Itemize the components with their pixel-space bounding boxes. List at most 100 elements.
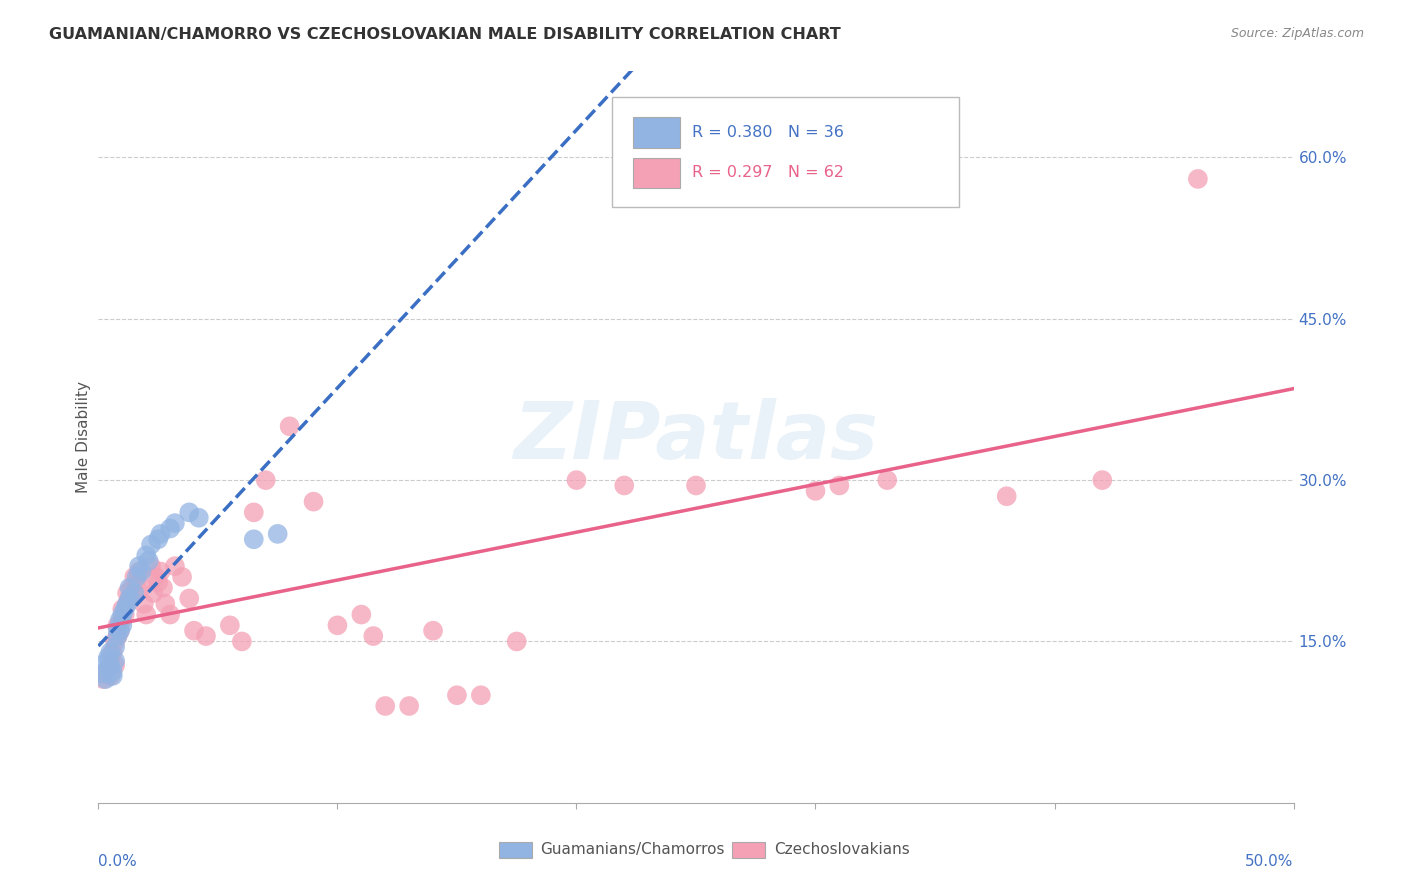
Point	[114, 602, 136, 616]
Text: R = 0.380   N = 36: R = 0.380 N = 36	[692, 125, 844, 139]
Point	[97, 661, 120, 675]
Y-axis label: Male Disability: Male Disability	[76, 381, 91, 493]
Point	[101, 645, 124, 659]
Point	[111, 613, 134, 627]
Point	[470, 688, 492, 702]
Point	[121, 581, 143, 595]
Text: Czechoslovakians: Czechoslovakians	[773, 842, 910, 857]
Point	[101, 669, 124, 683]
Point	[183, 624, 205, 638]
Point	[135, 607, 157, 622]
Bar	[733, 841, 765, 858]
Point	[506, 634, 529, 648]
Point	[111, 602, 134, 616]
Point	[159, 607, 181, 622]
Point	[155, 597, 177, 611]
Point	[1091, 473, 1114, 487]
Point	[98, 669, 122, 683]
Point	[108, 624, 131, 638]
Point	[91, 672, 114, 686]
Point	[159, 521, 181, 535]
Text: 50.0%: 50.0%	[1246, 854, 1294, 869]
Point	[565, 473, 588, 487]
Bar	[633, 118, 681, 148]
Point	[876, 473, 898, 487]
Point	[118, 581, 141, 595]
Point	[152, 581, 174, 595]
Text: 0.0%: 0.0%	[98, 854, 138, 869]
Point	[149, 565, 172, 579]
Point	[219, 618, 242, 632]
Point	[91, 666, 114, 681]
Point	[125, 575, 148, 590]
Point	[98, 658, 122, 673]
Point	[132, 597, 155, 611]
Bar	[633, 158, 681, 188]
Point	[107, 618, 129, 632]
Point	[108, 613, 131, 627]
Point	[108, 624, 131, 638]
Point	[131, 581, 153, 595]
Point	[124, 586, 146, 600]
Point	[128, 559, 150, 574]
Point	[995, 489, 1018, 503]
Text: ZIPatlas: ZIPatlas	[513, 398, 879, 476]
Point	[267, 527, 290, 541]
Point	[163, 559, 186, 574]
Point	[128, 565, 150, 579]
Point	[111, 607, 134, 622]
Point	[398, 698, 420, 713]
Point	[1187, 172, 1209, 186]
Point	[142, 586, 165, 600]
Point	[179, 591, 201, 606]
Point	[163, 516, 186, 530]
Point	[804, 483, 827, 498]
Point	[124, 586, 146, 600]
Point	[179, 505, 201, 519]
Point	[685, 478, 707, 492]
Point	[94, 656, 117, 670]
Point	[243, 533, 266, 547]
Point	[125, 570, 148, 584]
Point	[278, 419, 301, 434]
FancyBboxPatch shape	[613, 97, 959, 207]
Point	[104, 658, 127, 673]
Point	[107, 629, 129, 643]
Bar	[499, 841, 533, 858]
Point	[115, 597, 138, 611]
Point	[350, 607, 373, 622]
Point	[107, 629, 129, 643]
Point	[139, 559, 162, 574]
Point	[363, 629, 385, 643]
Point	[104, 640, 127, 654]
Point	[118, 591, 141, 606]
Point	[613, 478, 636, 492]
Point	[302, 494, 325, 508]
Point	[111, 618, 134, 632]
Point	[149, 527, 172, 541]
Point	[828, 478, 851, 492]
Point	[422, 624, 444, 638]
Point	[97, 650, 120, 665]
Point	[115, 597, 138, 611]
Point	[94, 672, 117, 686]
Point	[148, 533, 170, 547]
Text: GUAMANIAN/CHAMORRO VS CZECHOSLOVAKIAN MALE DISABILITY CORRELATION CHART: GUAMANIAN/CHAMORRO VS CZECHOSLOVAKIAN MA…	[49, 27, 841, 42]
Point	[118, 591, 141, 606]
Point	[97, 661, 120, 675]
Point	[98, 645, 122, 659]
Point	[446, 688, 468, 702]
Point	[139, 538, 162, 552]
Point	[114, 607, 136, 622]
Point	[104, 634, 127, 648]
Text: Guamanians/Chamorros: Guamanians/Chamorros	[540, 842, 725, 857]
Point	[124, 570, 146, 584]
Point	[326, 618, 349, 632]
Point	[231, 634, 253, 648]
Point	[254, 473, 277, 487]
Point	[194, 629, 218, 643]
Point	[187, 510, 209, 524]
Point	[148, 575, 170, 590]
Text: R = 0.297   N = 62: R = 0.297 N = 62	[692, 165, 845, 180]
Point	[135, 549, 157, 563]
